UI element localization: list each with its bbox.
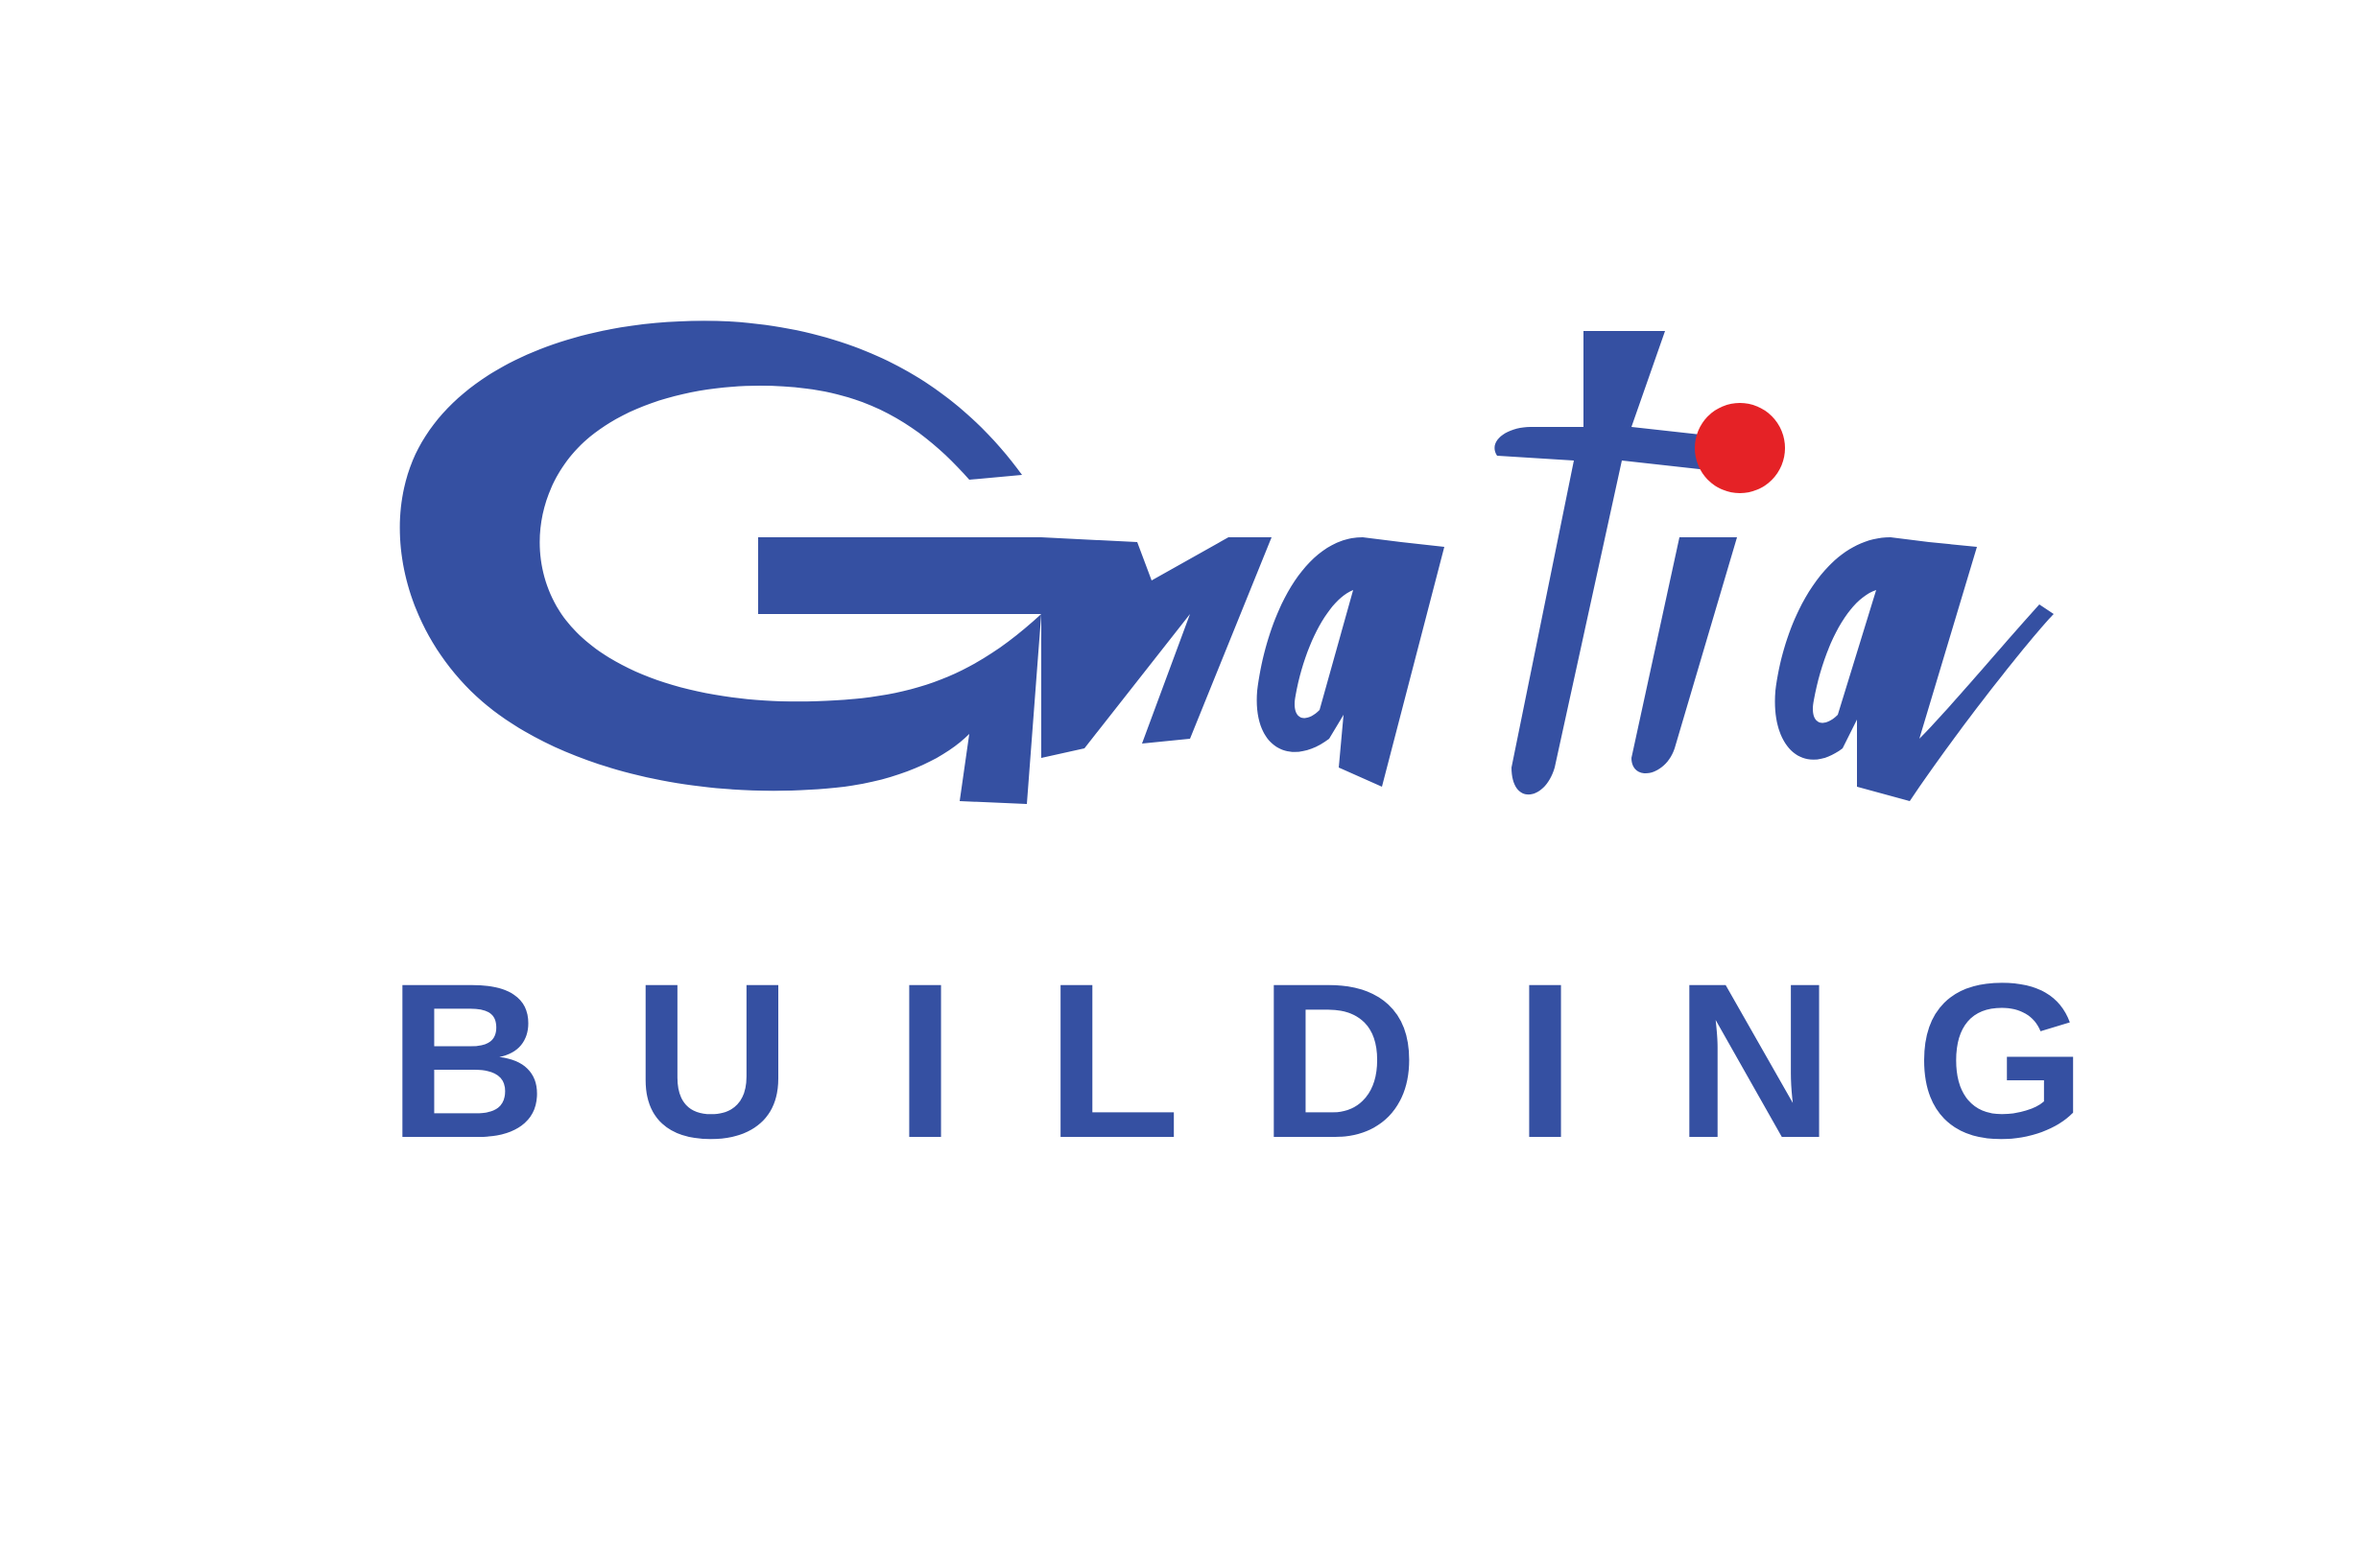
- letter-a1-shape: [1256, 537, 1444, 787]
- letter-i-shape: [1631, 537, 1737, 774]
- building-letter-b: B: [388, 937, 547, 1184]
- letter-a2-shape: [1774, 537, 2054, 801]
- building-letter-i1: I: [894, 937, 956, 1184]
- building-letter-d: D: [1259, 937, 1418, 1184]
- gratia-script-wordmark: [399, 320, 2054, 804]
- letter-t-shape: [1494, 331, 1718, 795]
- building-letter-n: N: [1675, 937, 1834, 1184]
- letter-r-shape: [1041, 537, 1272, 758]
- building-letter-g: G: [1916, 937, 2087, 1184]
- red-dot-accent: [1695, 403, 1785, 493]
- building-letter-i2: I: [1514, 937, 1576, 1184]
- building-letter-l: L: [1046, 937, 1181, 1184]
- letter-g-shape: [399, 320, 1041, 804]
- building-letter-u: U: [632, 937, 792, 1184]
- building-wordmark: B U I L D I N G: [388, 937, 2087, 1184]
